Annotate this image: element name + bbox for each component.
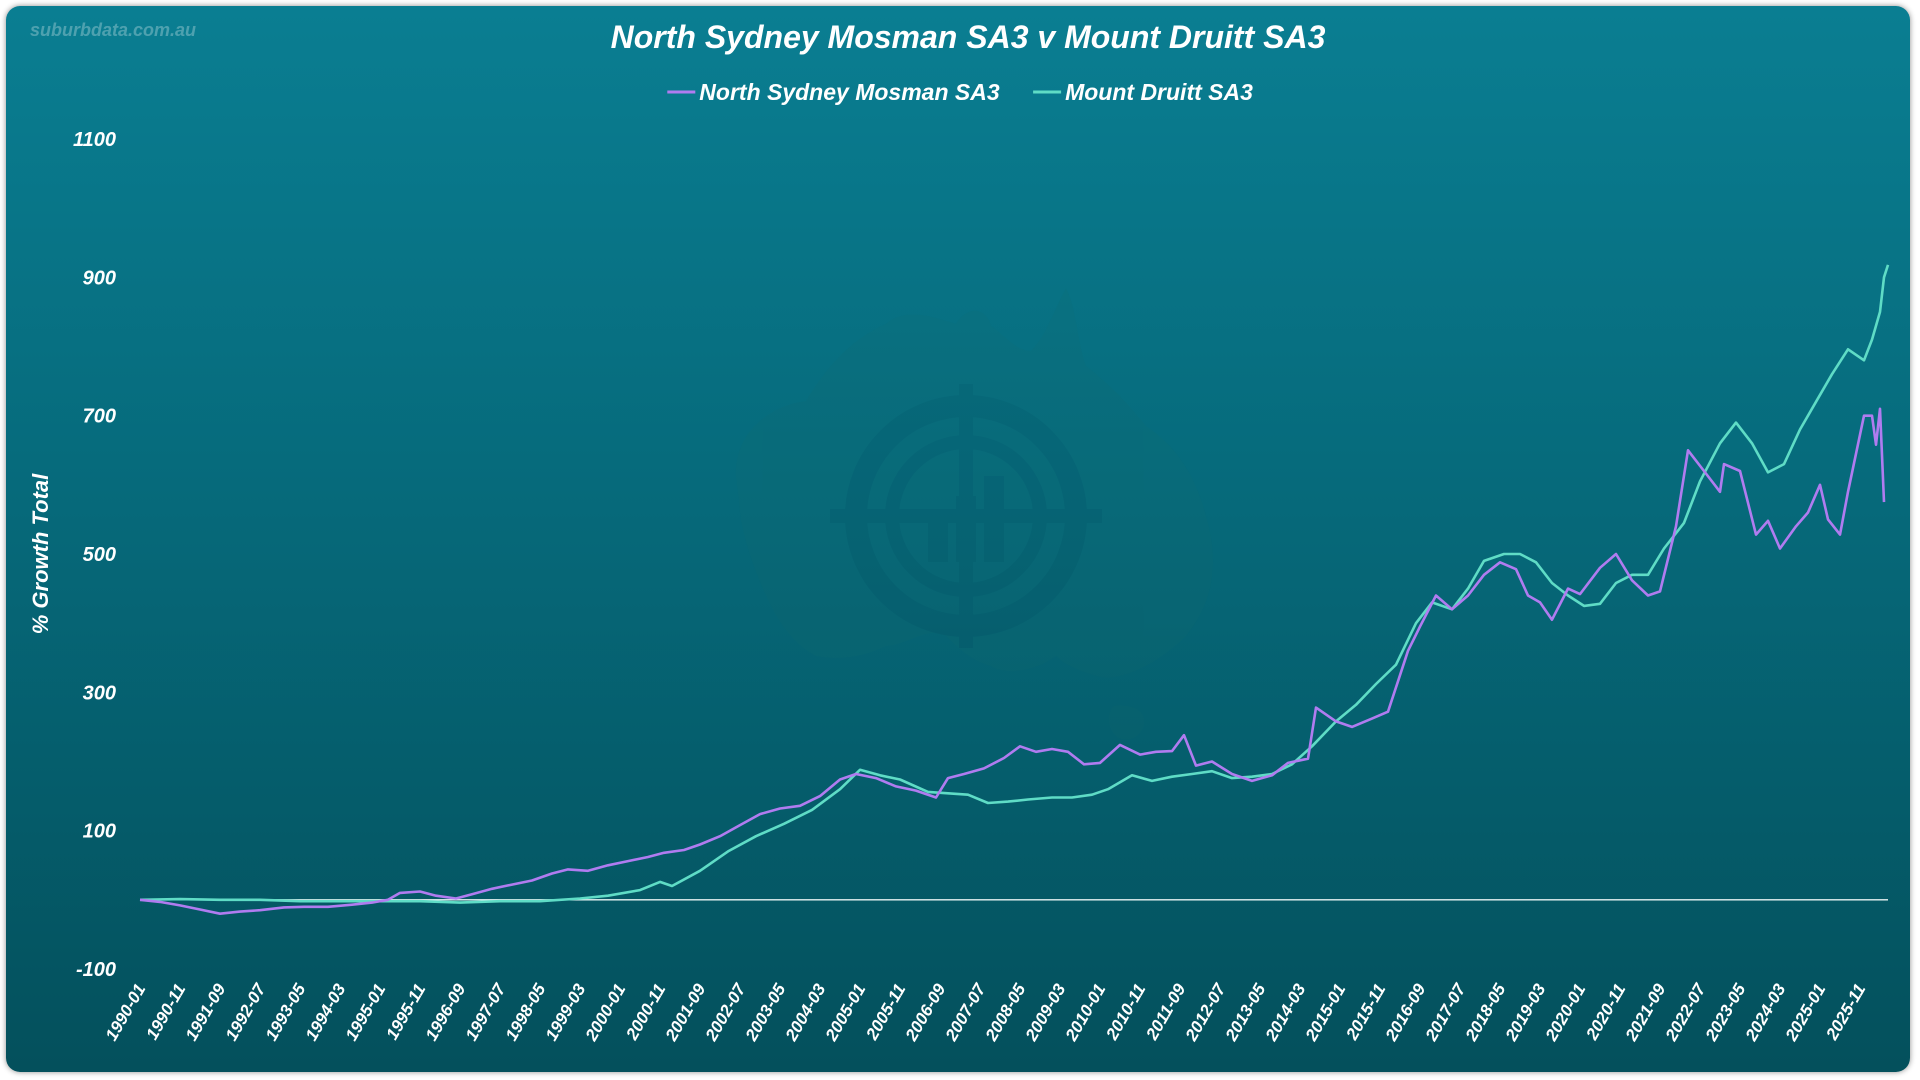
y-tick-label: 100 [83,821,116,843]
legend-item: Mount Druitt SA3 [1033,79,1253,105]
chart-title: North Sydney Mosman SA3 v Mount Druitt S… [611,19,1326,55]
x-axis-ticks: 1990-011990-111991-091992-071993-051994-… [102,979,1870,1045]
chart-card: suburbdata.com.au North Sydney Mosman SA… [6,6,1910,1072]
y-tick-label: 900 [83,267,116,289]
y-tick-label: 1100 [73,129,116,151]
series-layer [139,264,1890,915]
series-line-mount-druitt-sa3 [139,264,1890,904]
map-crosshair-logo-watermark [735,288,1214,740]
legend-item: North Sydney Mosman SA3 [667,79,1000,105]
line-chart: suburbdata.com.au North Sydney Mosman SA… [28,19,1890,1045]
site-watermark: suburbdata.com.au [30,20,196,40]
legend-label: Mount Druitt SA3 [1065,79,1253,105]
y-tick-label: 300 [83,682,116,704]
y-axis-title: % Growth Total [28,473,53,634]
chart-legend: North Sydney Mosman SA3 Mount Druitt SA3 [667,79,1253,105]
y-tick-label: 700 [83,406,116,428]
y-axis-ticks: 1100 900 700 500 300 100 -100 [73,129,116,981]
y-tick-label: -100 [76,959,116,981]
legend-label: North Sydney Mosman SA3 [699,79,1000,105]
y-tick-label: 500 [83,544,116,566]
series-line-north-sydney-mosman-sa3 [139,407,1886,915]
